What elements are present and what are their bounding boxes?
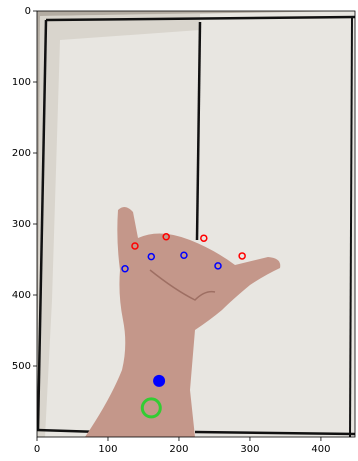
y-tick-label: 400: [12, 290, 31, 301]
x-tick-label: 300: [240, 444, 259, 455]
y-tick-label: 0: [25, 6, 31, 17]
y-tick-label: 500: [12, 361, 31, 372]
y-tick-label: 300: [12, 219, 31, 230]
point: [153, 375, 165, 387]
chart: 0 100 200 300 400 0 100 200 300 400 500: [0, 0, 358, 457]
y-tick-label: 200: [12, 148, 31, 159]
photo: [37, 11, 355, 437]
x-tick-label: 200: [169, 444, 188, 455]
y-tick-label: 100: [12, 77, 31, 88]
x-tick-label: 400: [311, 444, 330, 455]
x-tick-label: 100: [98, 444, 117, 455]
x-tick-label: 0: [34, 444, 40, 455]
